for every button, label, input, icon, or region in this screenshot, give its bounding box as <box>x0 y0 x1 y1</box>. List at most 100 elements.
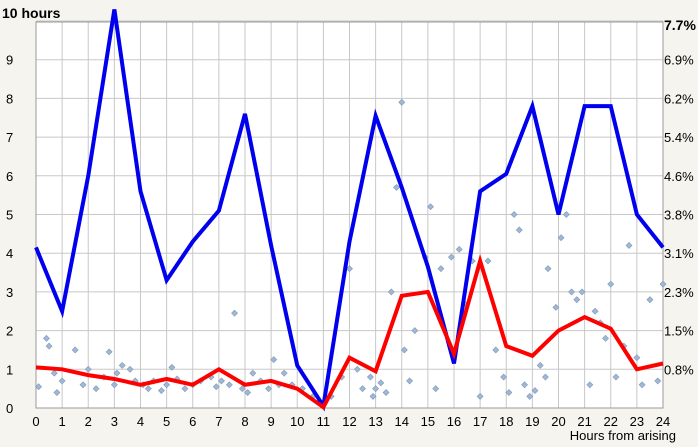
x-axis-ticks: 0 1 2 3 4 5 6 7 8 9 10 11 12 13 14 15 16 17 18 19 20 21 22 23 24 <box>32 414 670 429</box>
scatter-point <box>633 354 641 362</box>
left-axis-ticks: 0 1 2 3 4 5 6 7 8 9 <box>6 53 13 416</box>
scatter-point <box>536 362 544 369</box>
scatter-point <box>568 288 575 296</box>
x-tick-label: 10 <box>290 414 304 429</box>
scatter-point <box>45 342 53 350</box>
scatter-point <box>427 203 434 211</box>
scatter-point <box>225 381 233 389</box>
scatter-point <box>400 346 408 354</box>
y-right-tick-label: 3.1% <box>664 246 694 261</box>
x-tick-label: 13 <box>368 414 382 429</box>
scatter-point <box>505 389 513 396</box>
x-tick-label: 4 <box>137 414 144 429</box>
scatter-point <box>654 377 662 385</box>
y-right-tick-label: 6.2% <box>664 91 694 106</box>
scatter-point <box>492 346 500 354</box>
scatter-point <box>346 265 353 273</box>
scatter-point <box>359 385 366 393</box>
scatter-point <box>113 369 121 377</box>
y-right-tick-label: 6.9% <box>664 53 694 68</box>
scatter-point <box>43 334 50 342</box>
x-tick-label: 2 <box>85 414 92 429</box>
x-tick-label: 22 <box>604 414 618 429</box>
x-tick-label: 3 <box>111 414 118 429</box>
x-tick-label: 17 <box>473 414 487 429</box>
grid <box>35 20 664 409</box>
scatter-point <box>432 385 440 393</box>
scatter-point <box>369 392 377 400</box>
scatter-point <box>372 385 380 393</box>
scatter-point <box>542 373 549 381</box>
scatter-point <box>181 385 189 393</box>
scatter-point <box>476 392 484 400</box>
scatter-point <box>455 245 463 253</box>
scatter-point <box>526 392 534 400</box>
scatter-point <box>602 334 609 342</box>
scatter-point <box>144 385 152 393</box>
scatter-point <box>118 362 126 369</box>
scatter-point <box>157 387 165 395</box>
x-tick-label: 24 <box>656 414 670 429</box>
scatter-point <box>238 385 246 393</box>
scatter-point <box>447 253 455 261</box>
scatter-point <box>398 98 406 106</box>
x-tick-label: 21 <box>577 414 591 429</box>
x-axis-label: Hours from arising <box>570 428 676 443</box>
scatter-point <box>607 280 615 288</box>
scatter-point <box>411 327 419 335</box>
y-left-tick-label: 1 <box>6 362 13 377</box>
scatter-point <box>105 348 113 356</box>
scatter-point <box>249 369 257 377</box>
y-left-tick-label: 3 <box>6 285 13 300</box>
scatter-point <box>377 379 385 387</box>
scatter-point <box>544 265 552 273</box>
scatter-point <box>591 307 599 315</box>
scatter-point <box>212 383 220 391</box>
series-line-blue <box>34 9 665 412</box>
scatter-point <box>270 356 278 364</box>
scatter-point <box>510 211 518 218</box>
scatter-point <box>625 242 633 249</box>
scatter-point <box>126 365 134 373</box>
y-left-tick-label: 4 <box>6 246 13 261</box>
scatter-point <box>353 365 361 373</box>
scatter-point <box>58 377 66 385</box>
scatter-point <box>84 365 92 373</box>
y-left-tick-label: 8 <box>6 91 13 106</box>
scatter-point <box>531 387 539 395</box>
scatter-point <box>406 377 414 385</box>
y-left-tick-label: 7 <box>6 130 13 145</box>
scatter-point <box>71 346 79 354</box>
x-tick-label: 19 <box>525 414 539 429</box>
x-tick-label: 15 <box>421 414 435 429</box>
scatter-point <box>280 369 288 377</box>
series-layer <box>34 9 665 412</box>
y-left-tick-label: 2 <box>6 324 13 339</box>
x-tick-label: 5 <box>163 414 170 429</box>
y-left-tick-label: 0 <box>6 401 13 416</box>
x-tick-label: 6 <box>189 414 196 429</box>
scatter-point <box>500 373 508 381</box>
scatter-point <box>586 381 594 389</box>
scatter-point <box>659 280 667 288</box>
scatter-point <box>387 288 395 296</box>
y-right-top-label: 7.7% <box>664 17 696 33</box>
right-axis-ticks: 0.8% 1.5% 2.3% 3.1% 3.8% 4.6% 5.4% 6.2% 6.9% <box>664 53 694 378</box>
scatter-point <box>552 303 560 311</box>
x-tick-label: 12 <box>342 414 356 429</box>
y-right-tick-label: 0.8% <box>664 362 694 377</box>
series-line-red <box>35 253 664 411</box>
x-tick-label: 7 <box>215 414 222 429</box>
x-tick-label: 18 <box>499 414 513 429</box>
y-left-tick-label: 5 <box>6 208 13 223</box>
scatter-point <box>638 381 646 389</box>
scatter-point <box>557 234 565 242</box>
scatter-point <box>484 257 492 265</box>
y-right-tick-label: 4.6% <box>664 169 694 184</box>
y-right-tick-label: 5.4% <box>664 130 694 145</box>
x-tick-label: 14 <box>395 414 409 429</box>
x-tick-label: 16 <box>447 414 461 429</box>
scatter-point <box>612 373 620 381</box>
scatter-point <box>218 377 225 385</box>
